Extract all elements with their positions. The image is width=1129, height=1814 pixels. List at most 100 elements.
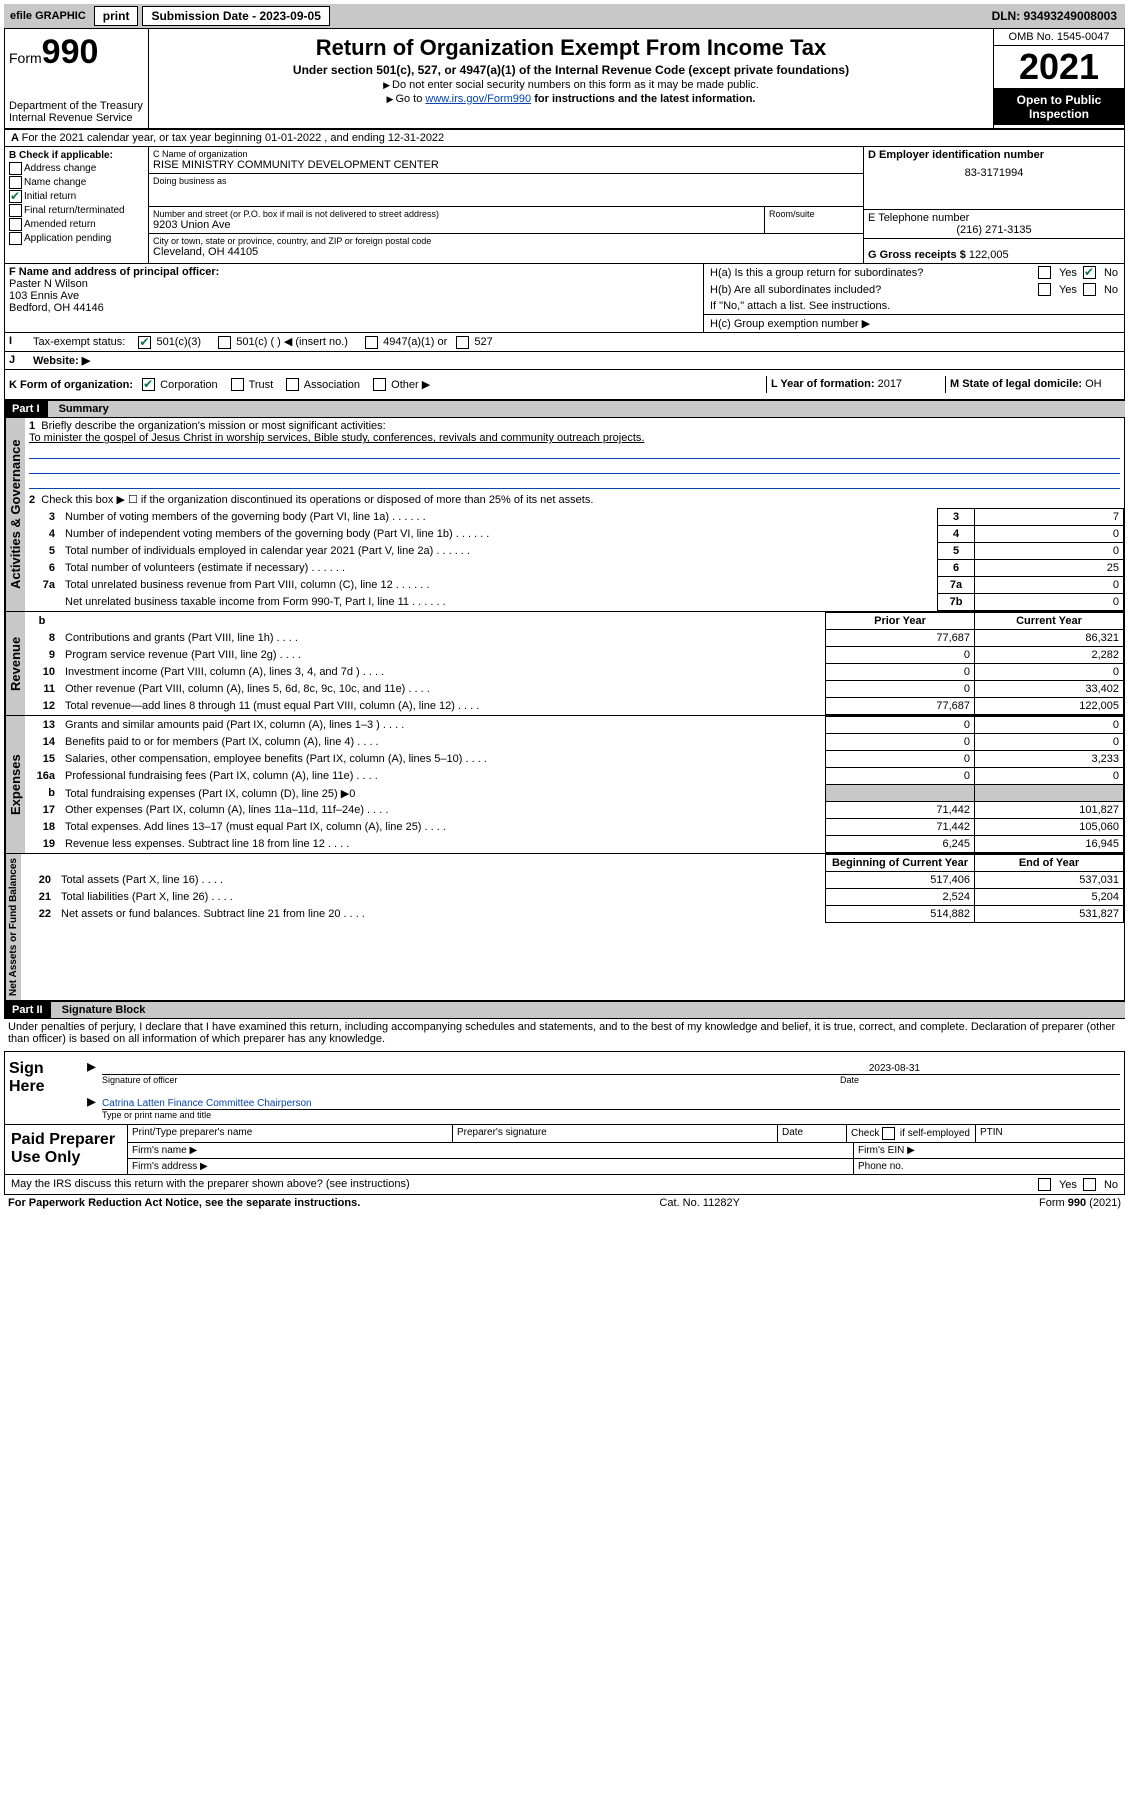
netassets-section: Net Assets or Fund Balances Beginning of… — [4, 854, 1125, 1001]
activities-governance-section: Activities & Governance 1 Briefly descri… — [4, 418, 1125, 612]
vtab-net: Net Assets or Fund Balances — [5, 854, 21, 1000]
line-klm: K Form of organization: Corporation Trus… — [4, 370, 1125, 401]
summary-row: 22Net assets or fund balances. Subtract … — [21, 906, 1124, 923]
part1-header: Part I Summary — [4, 400, 1125, 418]
paid-preparer-block: Paid Preparer Use Only Print/Type prepar… — [4, 1125, 1125, 1175]
summary-row: 21Total liabilities (Part X, line 26) . … — [21, 889, 1124, 906]
form-footer: Form 990 (2021) — [1039, 1197, 1121, 1209]
summary-row: 9Program service revenue (Part VIII, lin… — [25, 647, 1124, 664]
phone-value: (216) 271-3135 — [868, 224, 1120, 236]
org-name-label: C Name of organization — [153, 149, 859, 159]
check-b-item: Final return/terminated — [9, 204, 144, 217]
ein-label: D Employer identification number — [868, 149, 1120, 161]
check-b-item: Amended return — [9, 218, 144, 231]
prep-sig-label: Preparer's signature — [453, 1125, 778, 1142]
ssn-note: Do not enter social security numbers on … — [157, 79, 985, 91]
submission-date-button[interactable]: Submission Date - 2023-09-05 — [142, 6, 329, 26]
sign-date-value: 2023-08-31 — [869, 1063, 1120, 1074]
summary-row: 7aTotal unrelated business revenue from … — [25, 577, 1124, 594]
summary-row: 8Contributions and grants (Part VIII, li… — [25, 630, 1124, 647]
officer-name: Paster N Wilson — [9, 278, 699, 290]
summary-row: 5Total number of individuals employed in… — [25, 543, 1124, 560]
vtab-activities: Activities & Governance — [5, 418, 25, 611]
firm-name-label: Firm's name ▶ — [128, 1143, 854, 1158]
ptin-label: PTIN — [976, 1125, 1124, 1142]
summary-row: 18Total expenses. Add lines 13–17 (must … — [25, 819, 1124, 836]
check-b-item: Name change — [9, 176, 144, 189]
vtab-revenue: Revenue — [5, 612, 25, 715]
caret-icon: ▸ — [87, 1091, 102, 1120]
discuss-row: May the IRS discuss this return with the… — [4, 1175, 1125, 1195]
form-subtitle: Under section 501(c), 527, or 4947(a)(1)… — [157, 63, 985, 77]
line-j: J Website: ▶ — [4, 352, 1125, 370]
summary-row: 19Revenue less expenses. Subtract line 1… — [25, 836, 1124, 853]
summary-row: 3Number of voting members of the governi… — [25, 509, 1124, 526]
summary-row: 6Total number of volunteers (estimate if… — [25, 560, 1124, 577]
part2-header: Part II Signature Block — [4, 1001, 1125, 1019]
efile-label: efile GRAPHIC — [6, 10, 90, 22]
line-i: I Tax-exempt status: 501(c)(3) 501(c) ( … — [4, 333, 1125, 352]
form990-link[interactable]: www.irs.gov/Form990 — [425, 93, 531, 105]
officer-addr1: 103 Ennis Ave — [9, 290, 699, 302]
org-name: RISE MINISTRY COMMUNITY DEVELOPMENT CENT… — [153, 159, 859, 171]
line-a-period: A For the 2021 calendar year, or tax yea… — [4, 130, 1125, 147]
firm-phone-label: Phone no. — [854, 1159, 1124, 1174]
summary-row: 10Investment income (Part VIII, column (… — [25, 664, 1124, 681]
form-number: Form990 — [9, 33, 144, 72]
ha-yesno: Yes No — [1038, 266, 1118, 279]
dba-label: Doing business as — [153, 176, 859, 186]
vtab-expenses: Expenses — [5, 716, 25, 853]
summary-row: 12Total revenue—add lines 8 through 11 (… — [25, 698, 1124, 715]
room-label: Room/suite — [769, 209, 859, 219]
paid-preparer-label: Paid Preparer Use Only — [5, 1125, 128, 1174]
check-b-item: Application pending — [9, 232, 144, 245]
omb-number: OMB No. 1545-0047 — [994, 29, 1124, 46]
check-b-item: Initial return — [9, 190, 144, 203]
street-label: Number and street (or P.O. box if mail i… — [153, 209, 760, 219]
hc-label: H(c) Group exemption number ▶ — [704, 314, 1124, 332]
sign-here-block: Sign Here ▸ 2023-08-31 Signature of offi… — [4, 1051, 1125, 1125]
phone-label: E Telephone number — [868, 212, 1120, 224]
sign-here-label: Sign Here — [5, 1052, 83, 1124]
q2-label: Check this box ▶ ☐ if the organization d… — [41, 494, 593, 506]
officer-typed-name[interactable]: Catrina Latten Finance Committee Chairpe… — [102, 1098, 312, 1109]
summary-row: 4Number of independent voting members of… — [25, 526, 1124, 543]
dln-label: DLN: 93493249008003 — [992, 9, 1123, 23]
perjury-declaration: Under penalties of perjury, I declare th… — [4, 1019, 1125, 1047]
street-value: 9203 Union Ave — [153, 219, 760, 231]
gross-label: G Gross receipts $ — [868, 249, 966, 261]
summary-row: 20Total assets (Part X, line 16) . . . .… — [21, 872, 1124, 889]
summary-row: 14Benefits paid to or for members (Part … — [25, 734, 1124, 751]
prep-name-label: Print/Type preparer's name — [128, 1125, 453, 1142]
top-toolbar: efile GRAPHIC print Submission Date - 20… — [4, 4, 1125, 28]
open-inspection: Open to Public Inspection — [994, 89, 1124, 125]
city-value: Cleveland, OH 44105 — [153, 246, 859, 258]
expenses-section: Expenses 13Grants and similar amounts pa… — [4, 716, 1125, 854]
officer-group-block: F Name and address of principal officer:… — [4, 264, 1125, 333]
summary-row: 17Other expenses (Part IX, column (A), l… — [25, 802, 1124, 819]
self-employed: Check if self-employed — [847, 1125, 976, 1142]
print-button[interactable]: print — [94, 6, 139, 26]
hb-label: H(b) Are all subordinates included? — [710, 284, 1034, 296]
firm-addr-label: Firm's address ▶ — [128, 1159, 854, 1174]
tax-year: 2021 — [994, 46, 1124, 89]
typed-label: Type or print name and title — [102, 1110, 1120, 1120]
gross-value: 122,005 — [969, 249, 1009, 261]
summary-row: 16aProfessional fundraising fees (Part I… — [25, 768, 1124, 785]
revenue-section: Revenue b Prior YearCurrent Year 8Contri… — [4, 612, 1125, 716]
summary-row: bTotal fundraising expenses (Part IX, co… — [25, 785, 1124, 802]
firm-ein-label: Firm's EIN ▶ — [854, 1143, 1124, 1158]
identity-block: B Check if applicable: Address changeNam… — [4, 147, 1125, 264]
sig-officer-label: Signature of officer — [102, 1075, 840, 1085]
summary-row: 13Grants and similar amounts paid (Part … — [25, 717, 1124, 734]
check-b-item: Address change — [9, 162, 144, 175]
hb-note: If "No," attach a list. See instructions… — [704, 298, 1124, 314]
catalog-number: Cat. No. 11282Y — [659, 1197, 740, 1209]
form-header: Form990 Department of the Treasury Inter… — [4, 28, 1125, 130]
mission-text: To minister the gospel of Jesus Christ i… — [29, 432, 1120, 444]
caret-icon: ▸ — [87, 1056, 102, 1085]
city-label: City or town, state or province, country… — [153, 236, 859, 246]
pra-notice: For Paperwork Reduction Act Notice, see … — [8, 1197, 360, 1209]
summary-row: 11Other revenue (Part VIII, column (A), … — [25, 681, 1124, 698]
irs-label: Internal Revenue Service — [9, 112, 144, 124]
